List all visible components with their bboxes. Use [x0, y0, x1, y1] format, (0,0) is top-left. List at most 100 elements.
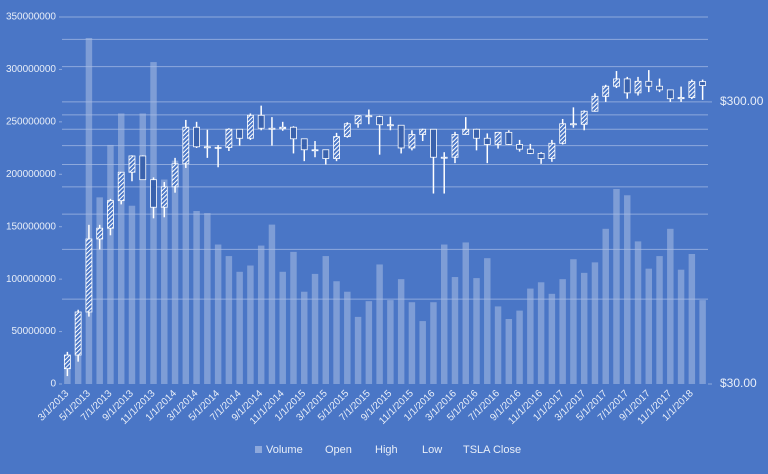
candle-body: [386, 124, 394, 127]
volume-bar: [387, 300, 394, 384]
y-tick-label: 200000000: [6, 169, 56, 180]
volume-bar: [290, 251, 297, 384]
candle-body: [376, 116, 384, 126]
y-tick-label: 150000000: [6, 221, 56, 232]
volume-bar: [527, 288, 534, 384]
volume-bar: [484, 258, 491, 384]
volume-bar: [462, 242, 469, 384]
volume-bar: [559, 279, 566, 384]
candle-body: [548, 142, 556, 159]
volume-bar: [301, 291, 308, 384]
candle-body: [311, 149, 319, 152]
volume-bar: [440, 244, 448, 384]
y-tick-label: 50000000: [12, 326, 57, 337]
legend-label: Low: [422, 444, 442, 456]
y-tick-label: 300000000: [6, 64, 56, 75]
volume-bar: [656, 256, 663, 384]
candle-body: [63, 354, 71, 370]
volume-bar: [236, 271, 243, 384]
candle-body: [613, 78, 620, 87]
volume-bar: [279, 271, 286, 384]
volume-bar: [214, 244, 222, 384]
legend-label: Volume: [266, 444, 303, 456]
volume-bar: [408, 302, 416, 384]
y2-tick-label: $30.00: [720, 376, 757, 390]
candle-body: [268, 127, 276, 130]
y-tick-label: 250000000: [6, 116, 56, 127]
candle-body: [559, 123, 567, 144]
volume-bar: [548, 293, 556, 384]
volume-bar: [667, 228, 674, 384]
y2-tick-label: $300.00: [720, 94, 764, 108]
volume-bar: [516, 310, 523, 384]
volume-bar: [677, 269, 685, 384]
candle-body: [171, 163, 179, 188]
candle-body: [634, 80, 642, 94]
candle-body: [397, 124, 405, 149]
volume-bar: [376, 264, 383, 384]
volume-bar: [225, 256, 233, 384]
candle-body: [430, 128, 437, 158]
volume-bar: [537, 282, 545, 384]
candle-body: [666, 89, 674, 100]
candle-body: [408, 134, 416, 149]
candle-body: [279, 126, 287, 130]
volume-bar: [473, 278, 480, 384]
volume-bar: [505, 318, 513, 384]
y-tick-label: 350000000: [6, 12, 56, 23]
legend-label: Open: [325, 444, 352, 456]
candle-body: [139, 155, 147, 181]
candle-body: [225, 128, 233, 148]
candle-body: [247, 114, 254, 139]
candle-body: [526, 148, 534, 154]
volume-bar: [451, 277, 459, 384]
legend-label: High: [375, 444, 398, 456]
volume-bar: [397, 279, 405, 384]
candle-body: [656, 85, 663, 91]
y-tick-label: 0: [50, 379, 56, 390]
volume-bar: [688, 253, 696, 384]
candle-body: [236, 128, 244, 139]
candle-body: [677, 97, 685, 100]
volume-bar: [430, 302, 437, 384]
volume-bar: [268, 224, 276, 384]
candle-body: [193, 126, 200, 148]
candle-body: [419, 128, 427, 135]
volume-bar: [602, 228, 609, 384]
volume-bar: [247, 265, 254, 384]
candle-body: [645, 80, 653, 87]
volume-bar: [580, 272, 588, 384]
candle-body: [516, 144, 523, 150]
candle-body: [117, 171, 125, 202]
volume-bar: [161, 179, 168, 384]
volume-bar: [85, 37, 93, 384]
volume-bar: [494, 306, 502, 384]
volume-bar: [107, 144, 114, 384]
volume-bar: [591, 262, 599, 384]
volume-bar: [150, 62, 157, 385]
candle-body: [257, 114, 265, 129]
candle-body: [602, 85, 610, 97]
volume-bar: [322, 256, 330, 384]
volume-bar: [699, 300, 706, 384]
candle-body: [537, 153, 545, 159]
volume-bar: [311, 273, 319, 384]
volume-bar: [64, 368, 71, 384]
candle-body: [494, 131, 502, 145]
candle-body: [570, 123, 577, 126]
legend-label: TSLA Close: [463, 444, 521, 456]
volume-bar: [624, 195, 631, 384]
volume-bar: [613, 188, 620, 384]
volume-bar: [354, 316, 362, 384]
candle-body: [85, 238, 93, 313]
volume-bar: [257, 245, 265, 384]
legend-swatch: [255, 446, 262, 453]
candle-body: [365, 115, 373, 118]
volume-bar: [344, 291, 351, 384]
candle-body: [354, 115, 362, 125]
candle-body: [300, 138, 308, 151]
candle-body: [580, 110, 588, 125]
candle-body: [128, 155, 136, 173]
candle-body: [333, 136, 340, 159]
